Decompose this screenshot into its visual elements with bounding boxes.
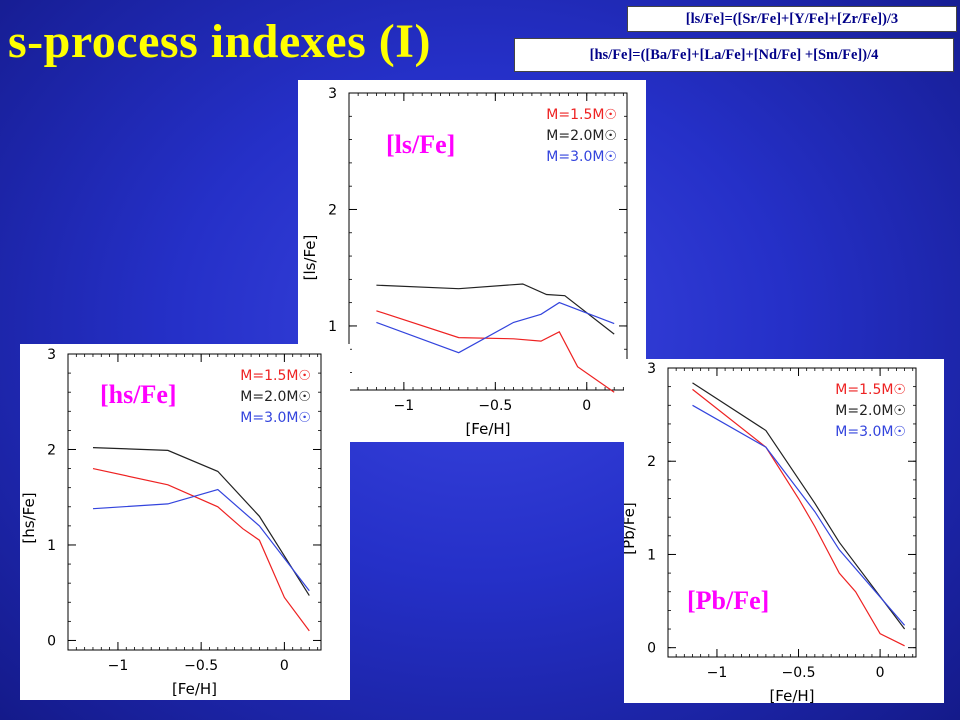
y-axis-title: [Pb/Fe] (624, 502, 638, 554)
x-tick-label: 0 (876, 665, 885, 681)
y-axis-title: [ls/Fe] (301, 235, 319, 281)
x-tick-label: −0.5 (478, 398, 512, 414)
series-line-3 (92, 488, 310, 592)
legend-entry: M=1.5M☉ (546, 107, 617, 123)
series-line-1 (92, 468, 310, 632)
x-axis-title: [Fe/H] (465, 420, 510, 438)
ls-formula-box: [ls/Fe]=([Sr/Fe]+[Y/Fe]+[Zr/Fe])/3 (627, 6, 957, 32)
series-line-1 (692, 388, 905, 647)
hs-chart: −1 −0.5 0 0 1 2 3 [Fe/H] [hs/Fe] M=1.5M☉ M=2.0M☉ M=… (20, 347, 322, 698)
y-tick-label: 0 (47, 633, 56, 649)
y-tick-label: 3 (328, 86, 337, 102)
plot-frame (67, 353, 322, 651)
pb-overlay-label: [Pb/Fe] (687, 586, 770, 615)
y-tick-label: 1 (647, 547, 656, 563)
series-line-2 (692, 382, 906, 630)
x-tick-label: −1 (108, 658, 129, 674)
legend-entry: M=2.0M☉ (546, 128, 617, 144)
x-tick-label: 0 (582, 398, 591, 414)
hs-chart-panel: −1 −0.5 0 0 1 2 3 [Fe/H] [hs/Fe] M=1.5M☉ M=2.0M☉ M=… (20, 344, 350, 700)
pb-chart-panel: −1 −0.5 0 0 1 2 3 [Fe/H] [Pb/Fe] M=1.5M☉ M=2.0M☉ M=… (624, 359, 944, 703)
series-line-3 (692, 404, 906, 626)
legend-entry: M=1.5M☉ (240, 368, 311, 384)
series-line-2 (92, 447, 310, 596)
y-tick-label: 0 (647, 641, 656, 657)
x-tick-label: −0.5 (184, 658, 218, 674)
slide-title: s-process indexes (I) (8, 15, 431, 68)
hs-overlay-label: [hs/Fe] (100, 380, 177, 409)
y-tick-label: 2 (328, 202, 337, 218)
x-axis-title: [Fe/H] (172, 680, 217, 698)
y-tick-label: 3 (47, 347, 56, 363)
x-tick-label: −1 (707, 665, 728, 681)
y-tick-label: 1 (47, 538, 56, 554)
legend-entry: M=3.0M☉ (240, 410, 311, 426)
series-line-1 (376, 310, 615, 393)
plot-frame (667, 367, 917, 658)
y-tick-label: 2 (647, 454, 656, 470)
legend-entry: M=3.0M☉ (835, 424, 906, 440)
legend-entry: M=2.0M☉ (240, 389, 311, 405)
y-tick-label: 2 (47, 442, 56, 458)
series-line-3 (376, 301, 615, 354)
x-tick-label: 0 (280, 658, 289, 674)
x-tick-label: −0.5 (782, 665, 816, 681)
legend-entry: M=1.5M☉ (835, 382, 906, 398)
ls-overlay-label: [ls/Fe] (386, 130, 456, 159)
ls-chart-panel: −1 −0.5 0 1 2 3 [Fe/H] [ls/Fe] M=1.5M☉ M=2.0M☉ M=3… (298, 80, 646, 442)
y-tick-label: 3 (647, 361, 656, 377)
series-line-2 (376, 283, 615, 335)
x-axis-title: [Fe/H] (769, 687, 814, 703)
pb-chart: −1 −0.5 0 0 1 2 3 [Fe/H] [Pb/Fe] M=1.5M☉ M=2.0M☉ M=… (624, 361, 917, 703)
y-axis-title: [hs/Fe] (20, 492, 38, 543)
x-tick-label: −1 (394, 398, 415, 414)
hs-formula-box: [hs/Fe]=([Ba/Fe]+[La/Fe]+[Nd/Fe] +[Sm/Fe… (514, 38, 954, 72)
ls-chart: −1 −0.5 0 1 2 3 [Fe/H] [ls/Fe] M=1.5M☉ M=2.0M☉ M=3… (301, 86, 628, 438)
legend-entry: M=3.0M☉ (546, 149, 617, 165)
y-tick-label: 1 (328, 319, 337, 335)
legend-entry: M=2.0M☉ (835, 403, 906, 419)
plot-frame (348, 92, 628, 391)
